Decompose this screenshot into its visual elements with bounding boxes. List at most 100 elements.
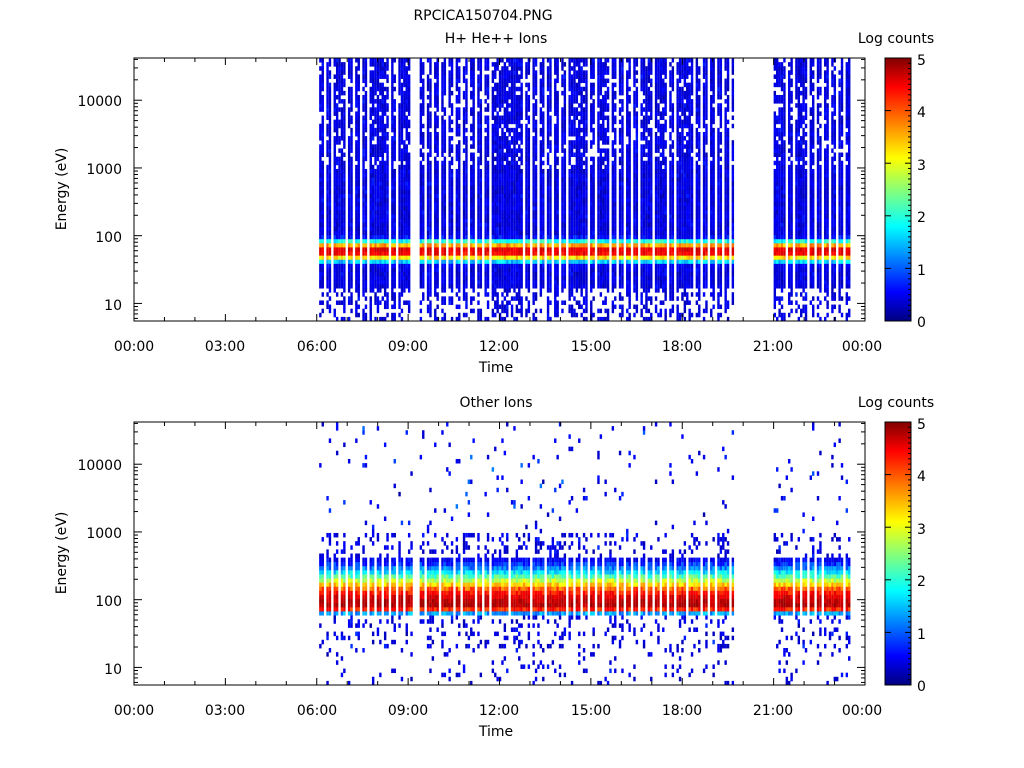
heatmap-cell [426, 214, 430, 219]
heatmap-cell [362, 156, 365, 162]
heatmap-cell [580, 119, 583, 125]
heatmap-cell [321, 94, 324, 100]
heatmap-cell [386, 218, 389, 223]
heatmap-cell [590, 181, 593, 186]
heatmap-cell [491, 131, 495, 137]
heatmap-cell [383, 148, 387, 153]
heatmap-cell [520, 267, 523, 273]
heatmap-cell [470, 82, 473, 88]
heatmap-cell [328, 255, 332, 260]
heatmap-cell [592, 247, 595, 252]
heatmap-cell [376, 288, 380, 293]
heatmap-cell [498, 234, 502, 240]
heatmap-cell [508, 58, 511, 63]
heatmap-cell [364, 288, 368, 293]
heatmap-cell [590, 115, 593, 121]
heatmap-cell [542, 189, 545, 195]
heatmap-cell [436, 234, 439, 240]
heatmap-cell [532, 210, 535, 215]
heatmap-cell [347, 148, 351, 153]
heatmap-cell [434, 205, 437, 211]
heatmap-cell [539, 247, 543, 252]
heatmap-cell [580, 90, 583, 96]
heatmap-cell [405, 247, 408, 252]
heatmap-cell [347, 181, 351, 186]
heatmap-cell [450, 284, 454, 289]
heatmap-cell [570, 66, 574, 71]
heatmap-cell [578, 164, 581, 170]
heatmap-cell [347, 201, 351, 207]
heatmap-cell [343, 144, 346, 149]
heatmap-cell [455, 94, 459, 100]
heatmap-cell [381, 103, 384, 108]
heatmap-cell [343, 267, 346, 273]
heatmap-cell [357, 279, 360, 285]
heatmap-cell [496, 99, 499, 104]
y-axis-label: Energy (eV) [54, 148, 70, 231]
heatmap-cell [470, 107, 473, 112]
heatmap-cell [450, 300, 454, 305]
heatmap-cell [527, 189, 531, 195]
heatmap-cell [599, 214, 603, 219]
heatmap-cell [338, 275, 341, 281]
heatmap-cell [422, 201, 425, 207]
heatmap-cell [326, 255, 329, 260]
heatmap-cell [534, 82, 538, 88]
heatmap-cell [350, 242, 353, 248]
heatmap-cell [498, 99, 502, 104]
heatmap-cell [532, 107, 535, 112]
heatmap-cell [470, 189, 473, 195]
heatmap-cell [393, 279, 396, 285]
heatmap-cell [486, 144, 490, 149]
heatmap-cell [426, 275, 430, 281]
heatmap-cell [381, 189, 384, 195]
heatmap-cell [494, 164, 497, 170]
heatmap-cell [340, 189, 344, 195]
heatmap-cell [462, 168, 466, 174]
heatmap-cell [520, 189, 523, 195]
heatmap-cell [573, 123, 576, 129]
heatmap-cell [376, 111, 380, 116]
heatmap-cell [582, 131, 586, 137]
heatmap-cell [534, 251, 538, 256]
heatmap-cell [338, 148, 341, 153]
heatmap-cell [597, 62, 600, 67]
heatmap-cell [405, 279, 408, 285]
heatmap-cell [585, 205, 588, 211]
heatmap-cell [381, 242, 384, 248]
heatmap-cell [355, 222, 358, 227]
heatmap-cell [343, 107, 346, 112]
heatmap-cell [381, 115, 384, 121]
heatmap-cell [443, 127, 447, 133]
heatmap-cell [510, 247, 514, 252]
heatmap-cell [525, 160, 528, 166]
heatmap-cell [393, 201, 396, 207]
heatmap-cell [597, 168, 600, 174]
heatmap-cell [338, 300, 341, 305]
heatmap-cell [518, 156, 521, 162]
heatmap-cell [582, 255, 586, 260]
heatmap-cell [386, 247, 389, 252]
heatmap-cell [486, 115, 490, 121]
heatmap-cell [450, 173, 454, 178]
heatmap-cell [486, 94, 490, 100]
heatmap-cell [426, 197, 430, 203]
heatmap-cell [338, 201, 341, 207]
heatmap-cell [472, 152, 475, 158]
heatmap-cell [549, 288, 552, 293]
heatmap-cell [362, 222, 365, 227]
heatmap-cell [374, 255, 377, 260]
heatmap-cell [506, 177, 509, 182]
heatmap-cell [386, 279, 389, 285]
heatmap-cell [491, 173, 495, 178]
heatmap-cell [357, 247, 360, 252]
heatmap-cell [441, 82, 444, 88]
heatmap-cell [371, 238, 375, 244]
heatmap-cell [381, 210, 384, 215]
heatmap-cell [479, 160, 483, 166]
heatmap-cell [429, 222, 432, 227]
heatmap-cell [602, 222, 605, 227]
heatmap-cell [606, 255, 610, 260]
heatmap-cell [386, 136, 389, 141]
heatmap-cell [606, 66, 610, 71]
